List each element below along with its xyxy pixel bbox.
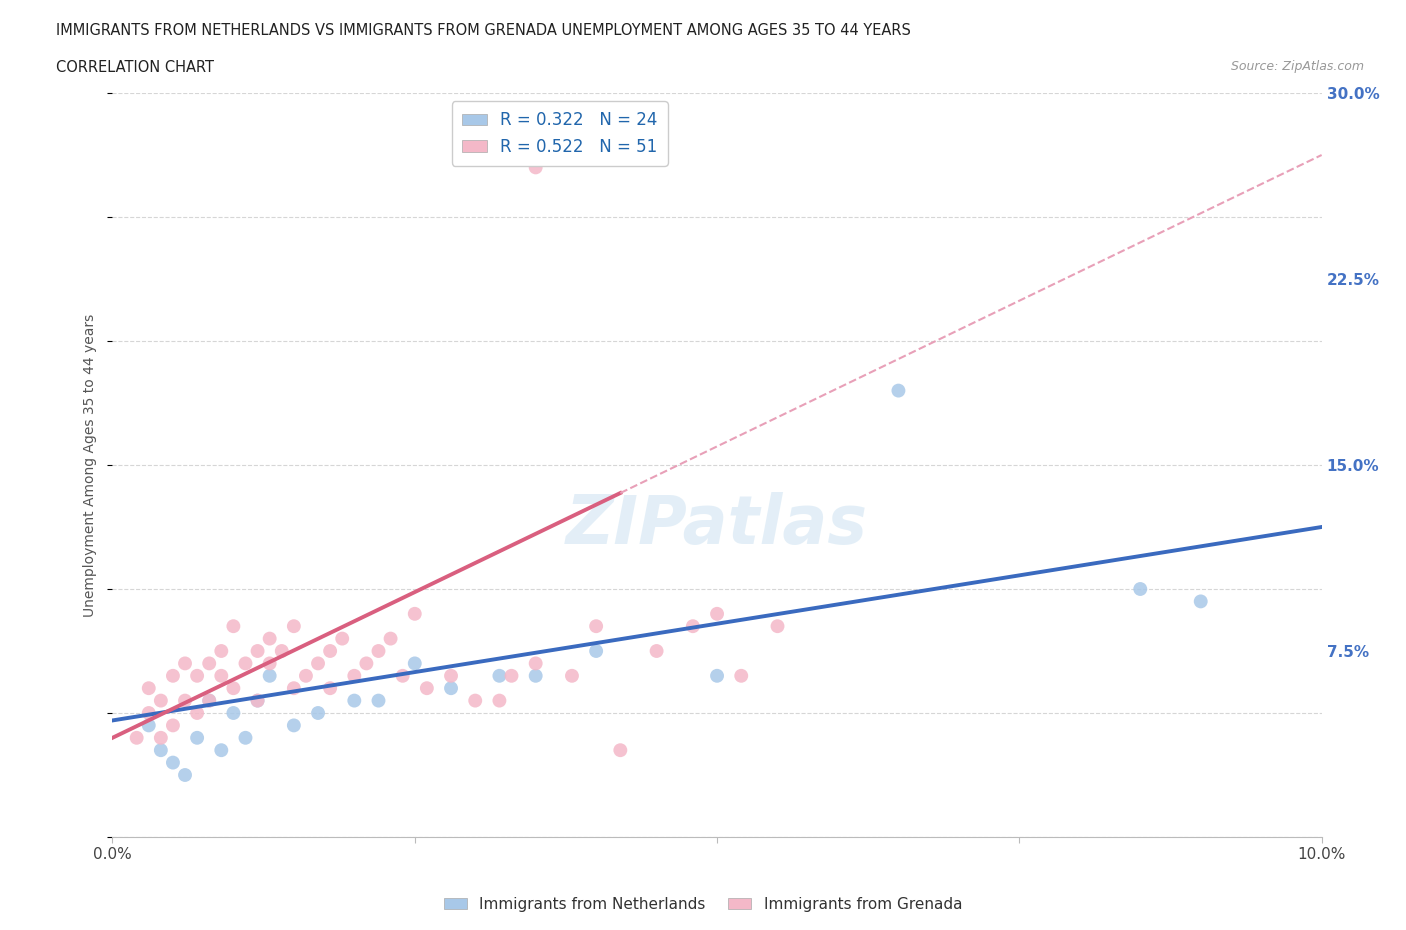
Point <box>307 706 329 721</box>
Point <box>440 681 463 696</box>
Point <box>222 618 245 633</box>
Point <box>149 730 172 745</box>
Legend: Immigrants from Netherlands, Immigrants from Grenada: Immigrants from Netherlands, Immigrants … <box>437 891 969 918</box>
Point <box>404 606 426 621</box>
Point <box>706 669 728 684</box>
Point <box>343 693 366 708</box>
Point <box>367 644 389 658</box>
Point <box>524 160 547 175</box>
Point <box>198 693 221 708</box>
Point <box>488 669 510 684</box>
Point <box>149 693 172 708</box>
Point <box>259 669 281 684</box>
Point <box>174 693 197 708</box>
Point <box>367 693 389 708</box>
Point <box>246 693 269 708</box>
Text: CORRELATION CHART: CORRELATION CHART <box>56 60 214 75</box>
Point <box>222 681 245 696</box>
Point <box>416 681 439 696</box>
Point <box>524 656 547 671</box>
Point <box>330 631 353 646</box>
Point <box>524 669 547 684</box>
Point <box>209 669 232 684</box>
Text: IMMIGRANTS FROM NETHERLANDS VS IMMIGRANTS FROM GRENADA UNEMPLOYMENT AMONG AGES 3: IMMIGRANTS FROM NETHERLANDS VS IMMIGRANT… <box>56 23 911 38</box>
Point <box>404 656 426 671</box>
Point <box>283 718 305 733</box>
Point <box>283 618 305 633</box>
Point <box>186 730 208 745</box>
Point <box>138 706 160 721</box>
Point <box>283 681 305 696</box>
Point <box>343 669 366 684</box>
Point <box>585 644 607 658</box>
Point <box>138 681 160 696</box>
Legend: R = 0.322   N = 24, R = 0.522   N = 51: R = 0.322 N = 24, R = 0.522 N = 51 <box>451 101 668 166</box>
Point <box>766 618 789 633</box>
Point <box>307 656 329 671</box>
Point <box>730 669 752 684</box>
Point <box>609 743 631 758</box>
Point <box>356 656 378 671</box>
Point <box>138 718 160 733</box>
Point <box>235 656 257 671</box>
Point <box>198 656 221 671</box>
Point <box>1129 581 1152 596</box>
Point <box>380 631 402 646</box>
Y-axis label: Unemployment Among Ages 35 to 44 years: Unemployment Among Ages 35 to 44 years <box>83 313 97 617</box>
Point <box>1189 594 1212 609</box>
Text: ZIPatlas: ZIPatlas <box>567 492 868 557</box>
Point <box>162 718 184 733</box>
Text: Source: ZipAtlas.com: Source: ZipAtlas.com <box>1230 60 1364 73</box>
Point <box>174 767 197 782</box>
Point <box>585 618 607 633</box>
Point <box>706 606 728 621</box>
Point <box>198 693 221 708</box>
Point <box>391 669 413 684</box>
Point <box>246 693 269 708</box>
Point <box>125 730 148 745</box>
Point <box>488 693 510 708</box>
Point <box>222 706 245 721</box>
Point <box>246 644 269 658</box>
Point <box>174 656 197 671</box>
Point <box>501 669 523 684</box>
Point <box>561 669 583 684</box>
Point <box>682 618 704 633</box>
Point <box>209 644 232 658</box>
Point <box>209 743 232 758</box>
Point <box>162 755 184 770</box>
Point <box>149 743 172 758</box>
Point <box>464 693 486 708</box>
Point <box>645 644 668 658</box>
Point <box>319 681 342 696</box>
Point <box>235 730 257 745</box>
Point <box>270 644 292 658</box>
Point <box>295 669 318 684</box>
Point <box>259 631 281 646</box>
Point <box>887 383 910 398</box>
Point <box>186 669 208 684</box>
Point <box>319 644 342 658</box>
Point <box>440 669 463 684</box>
Point <box>162 669 184 684</box>
Point <box>259 656 281 671</box>
Point <box>186 706 208 721</box>
